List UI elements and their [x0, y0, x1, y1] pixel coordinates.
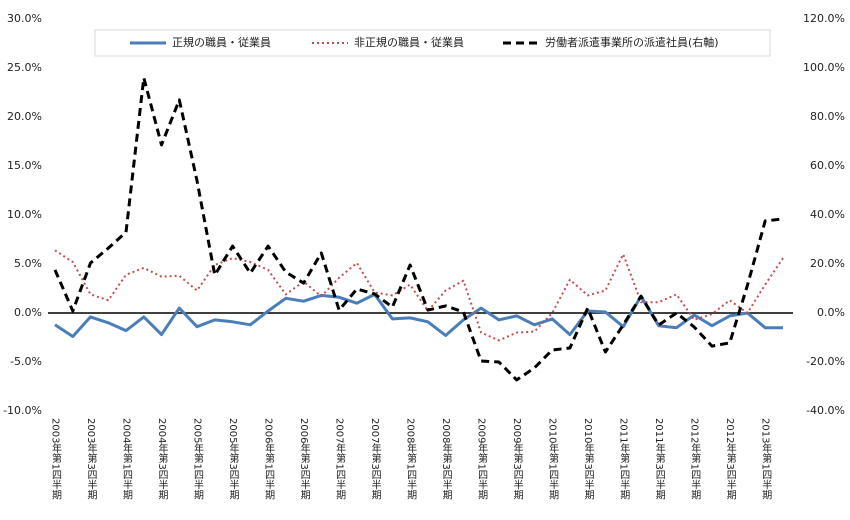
x-tick-label: 2010年第1四半期 — [547, 418, 559, 501]
x-tick-label: 2009年第1四半期 — [476, 418, 488, 501]
x-tick-label: 2012年第3四半期 — [724, 418, 736, 501]
x-tick-label: 2010年第3四半期 — [582, 418, 594, 501]
y2-tick-label: 60.0% — [810, 159, 845, 172]
y2-tick-label: 80.0% — [810, 110, 845, 123]
y-tick-label: 30.0% — [7, 12, 42, 25]
x-tick-label: 2011年第1四半期 — [618, 418, 630, 501]
x-tick-label: 2008年第1四半期 — [405, 418, 417, 501]
x-tick-label: 2013年第1四半期 — [760, 418, 772, 501]
y2-tick-label: 120.0% — [803, 12, 845, 25]
x-tick-label: 2007年第3四半期 — [369, 418, 381, 501]
series-line — [54, 249, 784, 342]
x-tick-label: 2006年第1四半期 — [263, 418, 275, 501]
x-tick-label: 2012年第1四半期 — [689, 418, 701, 501]
x-tick-label: 2011年第3四半期 — [653, 418, 665, 501]
legend-label: 労働者派遣事業所の派遣社員(右軸) — [545, 35, 719, 49]
y2-tick-label: 0.0% — [817, 306, 845, 319]
legend-label: 非正規の職員・従業員 — [354, 35, 464, 49]
y2-tick-label: -40.0% — [806, 404, 845, 417]
series-line — [53, 76, 784, 382]
x-tick-label: 2005年第3四半期 — [227, 418, 239, 501]
y-tick-label: -10.0% — [3, 404, 42, 417]
y2-tick-label: 20.0% — [810, 257, 845, 270]
x-tick-label: 2003年第3四半期 — [85, 418, 97, 501]
y-tick-label: 0.0% — [14, 306, 42, 319]
y2-tick-label: 100.0% — [803, 61, 845, 74]
y-tick-label: -5.0% — [10, 355, 42, 368]
y-tick-label: 15.0% — [7, 159, 42, 172]
legend-label: 正規の職員・従業員 — [172, 35, 271, 49]
y-tick-label: 25.0% — [7, 61, 42, 74]
legend-box — [94, 29, 771, 57]
y2-tick-label: -20.0% — [806, 355, 845, 368]
x-tick-label: 2004年第1四半期 — [121, 418, 133, 501]
y-tick-label: 10.0% — [7, 208, 42, 221]
x-tick-label: 2006年第3四半期 — [298, 418, 310, 501]
x-tick-label: 2003年第1四半期 — [50, 418, 62, 501]
y-tick-label: 20.0% — [7, 110, 42, 123]
series-line — [54, 292, 783, 338]
x-tick-label: 2007年第1四半期 — [334, 418, 346, 501]
x-tick-label: 2008年第3四半期 — [440, 418, 452, 501]
y-tick-label: 5.0% — [14, 257, 42, 270]
y2-tick-label: 40.0% — [810, 208, 845, 221]
x-tick-label: 2004年第3四半期 — [156, 418, 168, 501]
x-tick-label: 2005年第1四半期 — [192, 418, 204, 501]
x-tick-label: 2009年第3四半期 — [511, 418, 523, 501]
